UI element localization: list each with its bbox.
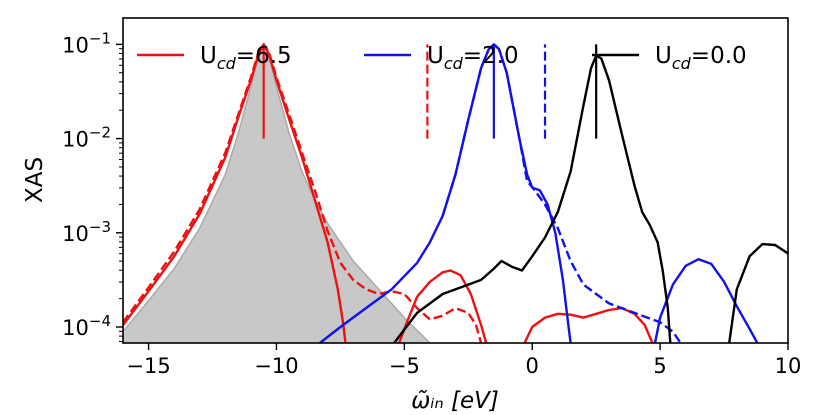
red-solid-line-2	[398, 269, 488, 343]
plot-frame	[122, 17, 789, 344]
gray-reference-fill	[123, 42, 431, 343]
x-tick-label: 10	[775, 354, 802, 378]
x-tick-label: 0	[526, 354, 539, 378]
legend-label: Ucd=2.0	[427, 43, 519, 73]
y-tick-label: 10−2	[62, 124, 111, 152]
x-tick-label: −15	[126, 354, 170, 378]
x-tick-label: −10	[254, 354, 298, 378]
black-solid-line-2	[728, 242, 788, 343]
x-tick-label: −5	[389, 354, 420, 378]
red-solid-line-3	[523, 306, 654, 343]
legend-label: Ucd=0.0	[655, 43, 747, 73]
red-dashed-line-1	[123, 43, 483, 343]
y-tick-label: 10−3	[62, 218, 111, 246]
black-solid-line-1	[393, 54, 672, 343]
legend-label: Ucd=6.5	[200, 43, 292, 73]
x-tick-label: 5	[653, 354, 666, 378]
plot-area	[123, 42, 788, 343]
axes: −15 −10 −5 0 5 10 10−4 10−3 10−2 10−1	[62, 29, 801, 378]
y-tick-label: 10−1	[62, 29, 111, 57]
legend: Ucd=6.5 Ucd=2.0 Ucd=0.0	[137, 43, 747, 73]
x-axis-label: ω̃ᵢₙ [eV]	[411, 388, 499, 414]
y-axis-label: XAS	[22, 157, 48, 203]
y-tick-label: 10−4	[62, 312, 111, 340]
blue-dashed-line-1	[441, 43, 682, 343]
